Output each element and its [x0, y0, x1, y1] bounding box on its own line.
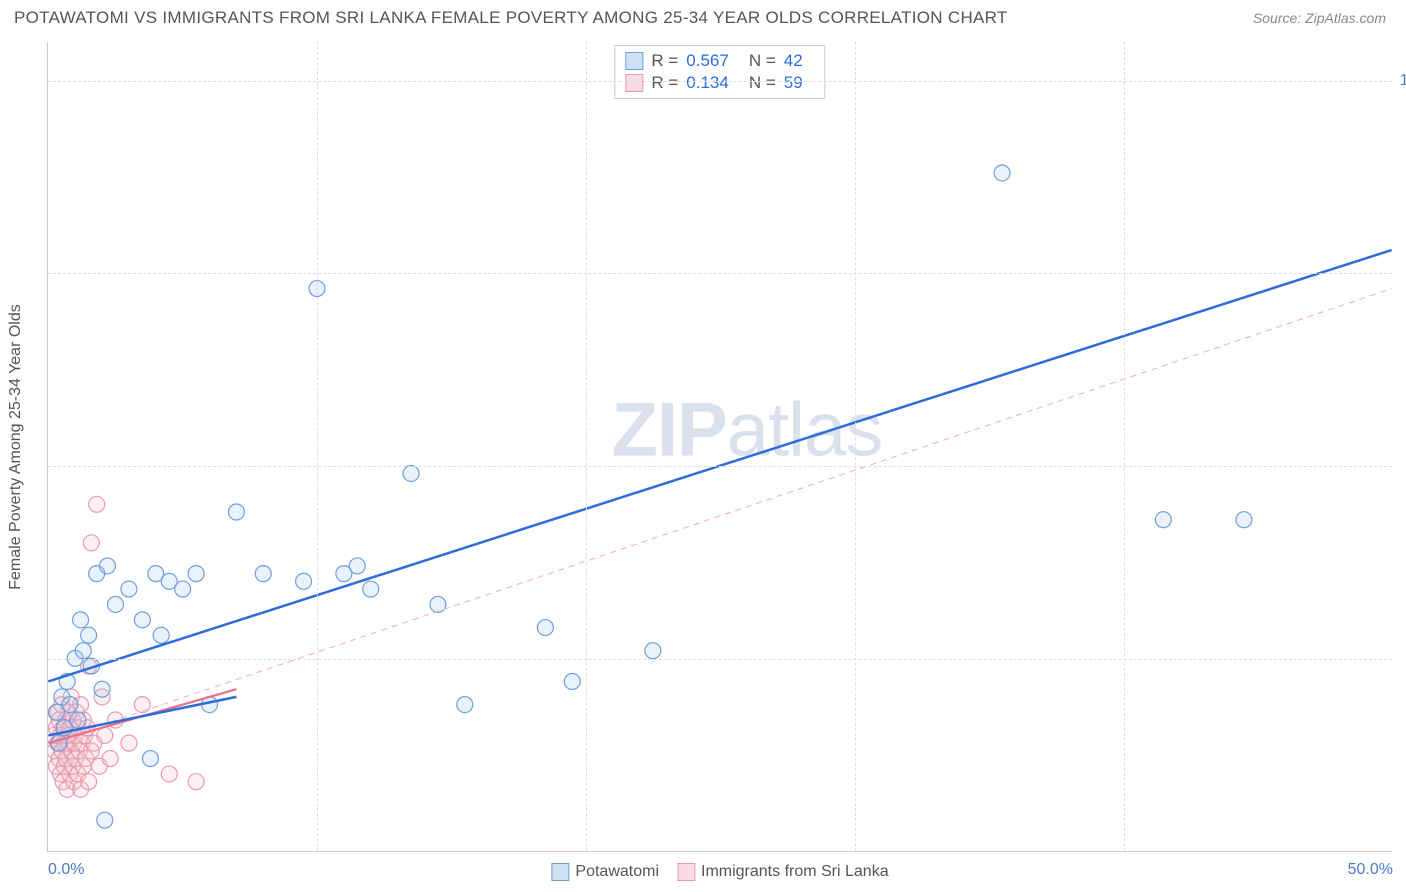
y-tick-label: 100.0% [1400, 72, 1406, 90]
legend-swatch-pink [625, 74, 643, 92]
chart-header: POTAWATOMI VS IMMIGRANTS FROM SRI LANKA … [0, 0, 1406, 32]
chart-title: POTAWATOMI VS IMMIGRANTS FROM SRI LANKA … [14, 8, 1008, 28]
legend-swatch-pink [677, 863, 695, 881]
x-tick-label: 0.0% [48, 861, 84, 879]
y-axis-label: Female Poverty Among 25-34 Year Olds [7, 304, 25, 590]
stats-legend: R = 0.567 N = 42 R = 0.134 N = 59 [614, 45, 825, 99]
legend-item-1: Potawatomi [551, 863, 659, 881]
chart-source: Source: ZipAtlas.com [1253, 10, 1386, 26]
bottom-legend: Potawatomi Immigrants from Sri Lanka [551, 863, 888, 881]
x-tick-label: 50.0% [1348, 861, 1393, 879]
chart-container: Female Poverty Among 25-34 Year Olds ZIP… [47, 42, 1392, 852]
stats-row-1: R = 0.567 N = 42 [625, 50, 814, 72]
legend-item-2: Immigrants from Sri Lanka [677, 863, 889, 881]
legend-swatch-blue [625, 52, 643, 70]
legend-swatch-blue [551, 863, 569, 881]
scatter-plot [48, 42, 1392, 851]
stats-row-2: R = 0.134 N = 59 [625, 72, 814, 94]
